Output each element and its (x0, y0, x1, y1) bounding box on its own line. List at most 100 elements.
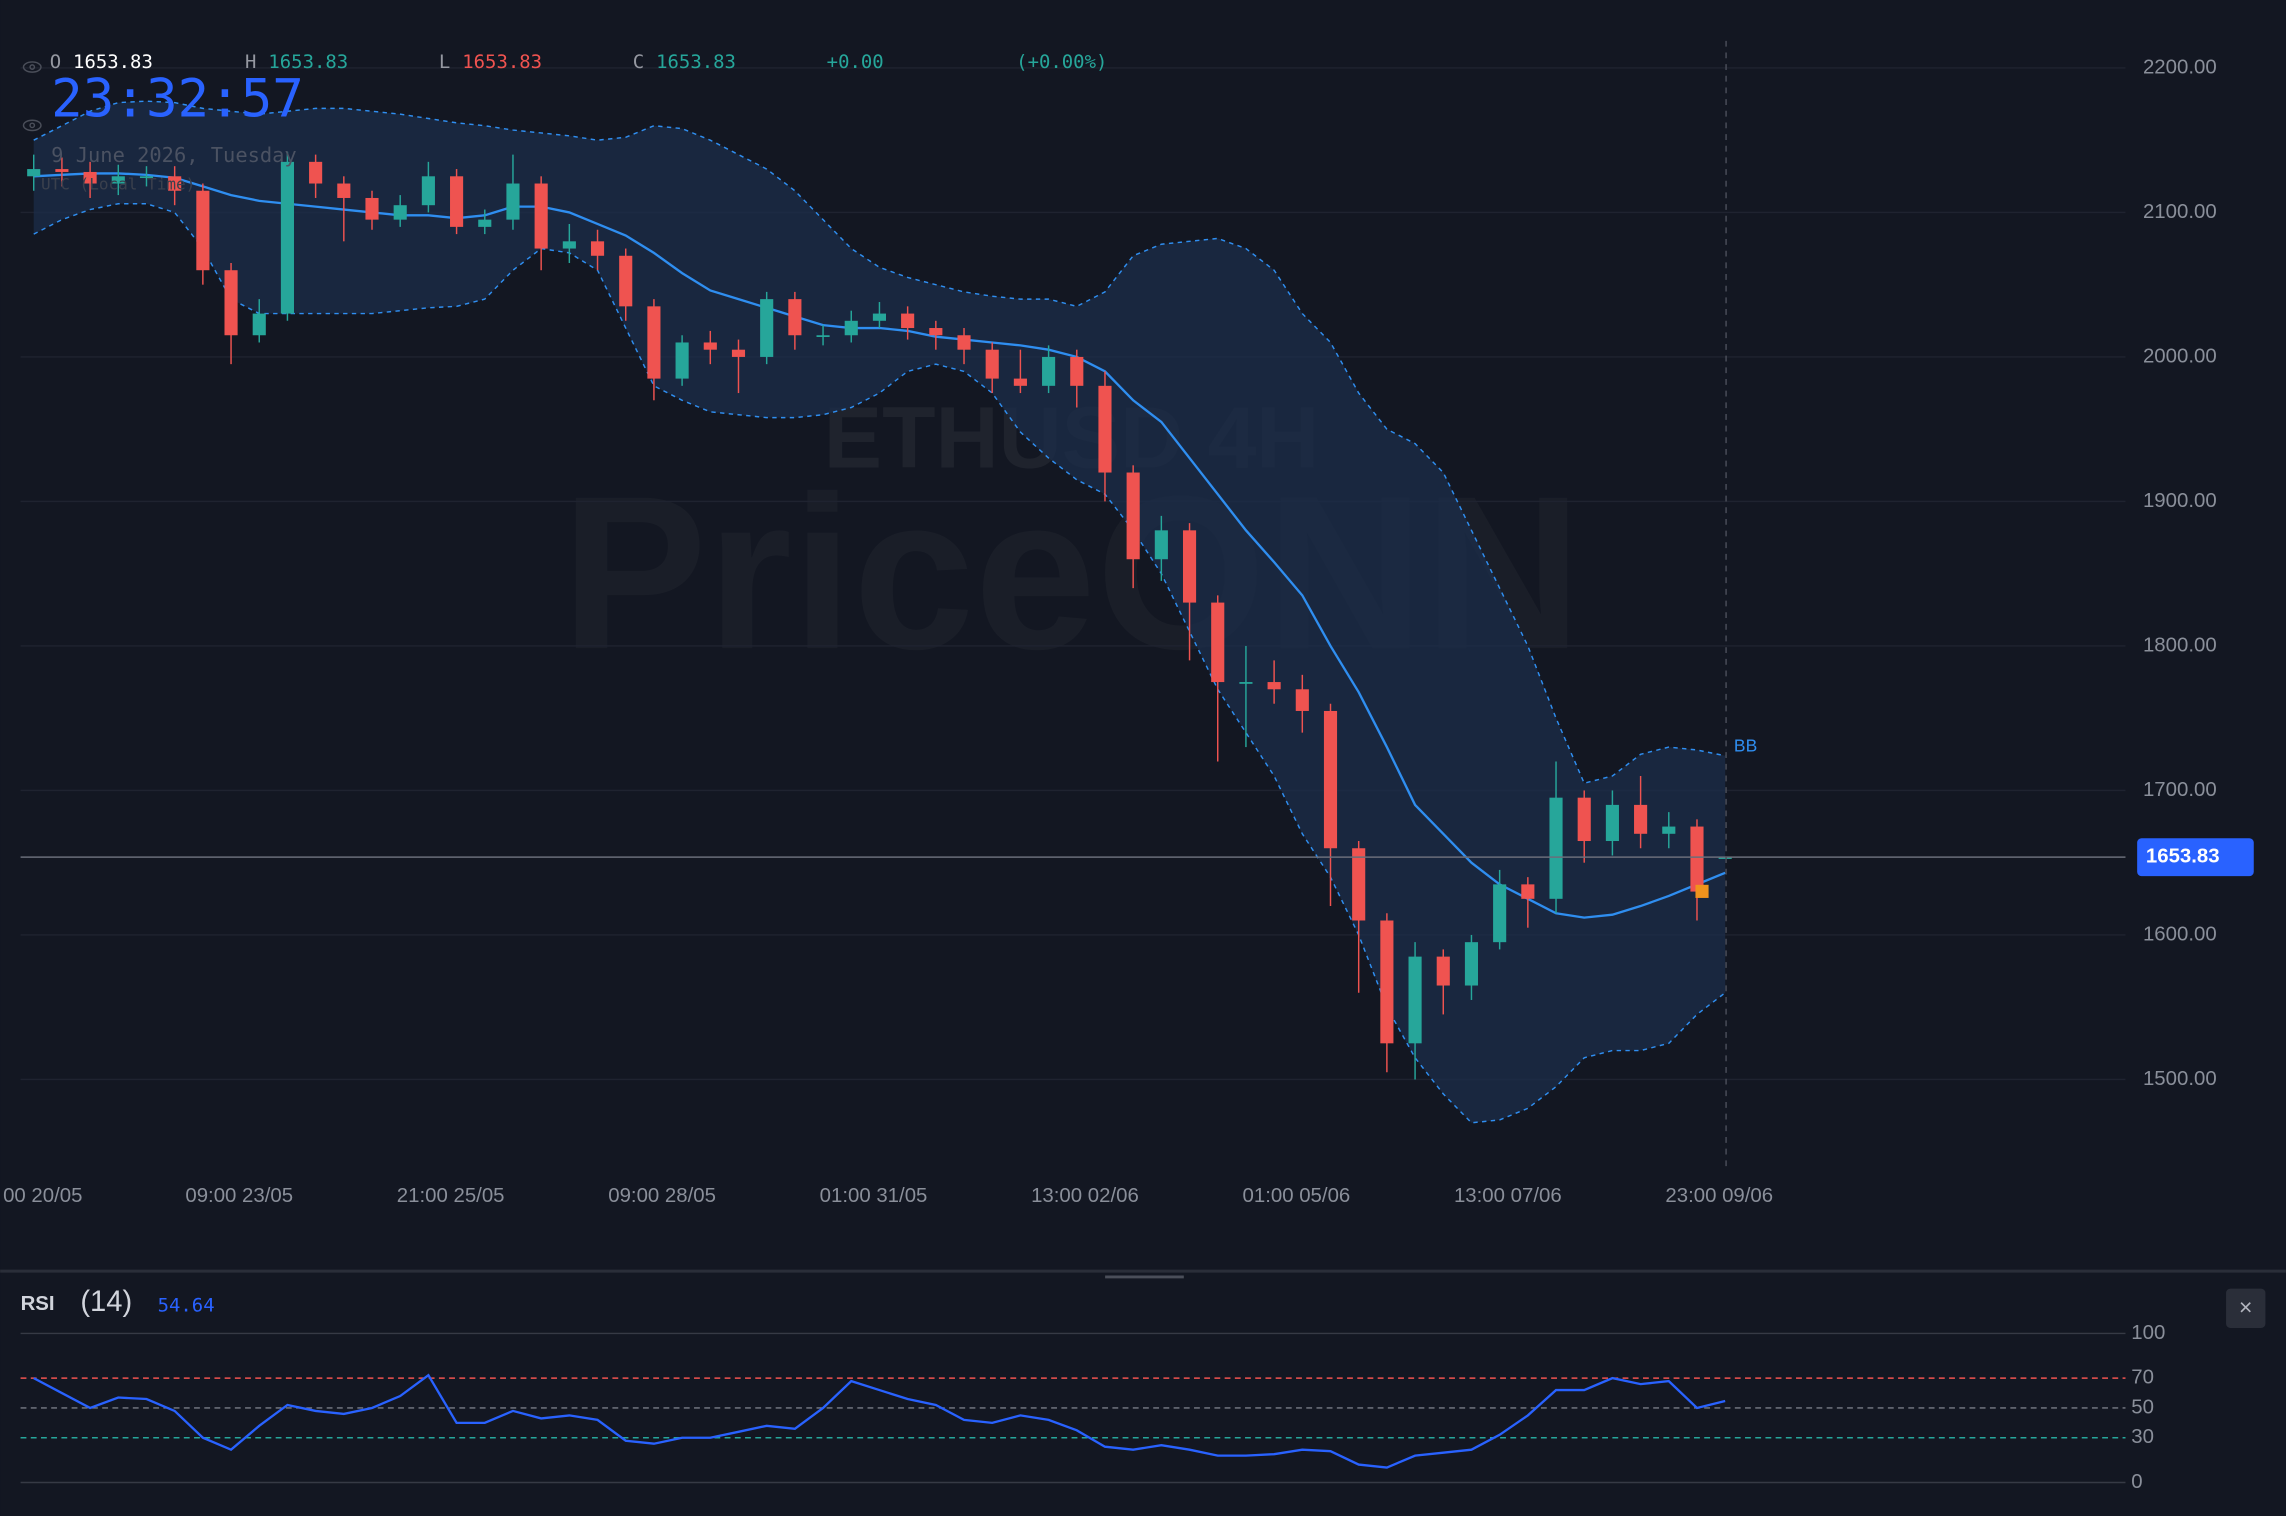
candle-body (280, 161, 294, 314)
candle-body (675, 342, 689, 379)
candle-body (1549, 797, 1563, 899)
candle-body (139, 176, 154, 179)
close-value: 1653.83 (656, 51, 736, 73)
candle-body (1718, 857, 1732, 859)
last-price-box (2137, 838, 2254, 877)
candle-body (168, 176, 182, 191)
high-label: H (245, 51, 256, 73)
date: 9 June 2026, Tuesday (51, 143, 297, 167)
close-label: C (633, 51, 644, 73)
candle-body (1577, 797, 1591, 842)
y-tick-label: 1700.00 (2143, 779, 2217, 801)
last-price-label: 1653.83 (2146, 846, 2220, 868)
y-tick-label: 30 (2131, 1426, 2154, 1448)
candle-body (703, 342, 717, 350)
rsi-title: RSI (21, 1293, 55, 1315)
x-tick-label: 13:00 02/06 (1031, 1185, 1139, 1207)
timezone: UTC (Local Time) (41, 175, 195, 194)
candle-body (1070, 356, 1084, 386)
candle-body (1436, 956, 1450, 986)
candle-body (309, 161, 323, 184)
candle-body (252, 313, 266, 336)
candle-body (337, 183, 351, 198)
candle-body (1690, 826, 1704, 892)
rsi-period: (14) (80, 1286, 132, 1318)
x-tick-label: 01:00 05/06 (1243, 1185, 1351, 1207)
candle-body (196, 190, 210, 271)
candle-body (393, 205, 407, 220)
candle-body (1634, 804, 1648, 834)
candle-body (1605, 804, 1619, 842)
high-value: 1653.83 (268, 51, 348, 73)
close-button-icon[interactable]: × (2239, 1294, 2253, 1320)
y-tick-label: 2000.00 (2143, 345, 2217, 367)
candle-body (1182, 530, 1197, 603)
candle-body (619, 255, 633, 307)
candle-body (1098, 385, 1112, 473)
candle-body (1493, 884, 1507, 943)
x-tick-label: 00 20/05 (3, 1185, 82, 1207)
candle-body (1521, 884, 1535, 899)
candle-body (957, 335, 971, 350)
close-button[interactable] (2226, 1288, 2266, 1328)
candle-body (872, 313, 887, 321)
candle-body (590, 241, 605, 256)
x-tick-label: 23:00 09/06 (1665, 1185, 1773, 1207)
candle-body (1295, 689, 1309, 711)
candle-body (788, 299, 802, 336)
marker (1695, 884, 1709, 898)
y-tick-label: 50 (2131, 1396, 2154, 1418)
y-tick-label: 1600.00 (2143, 923, 2217, 945)
candle-body (1323, 710, 1338, 849)
candle-body (760, 299, 774, 357)
band-upper (33, 100, 1726, 785)
y-tick-label: 100 (2131, 1322, 2165, 1344)
candle-body (1662, 826, 1676, 834)
candle-body (506, 183, 520, 220)
candle-body (224, 270, 238, 336)
y-tick-label: 1900.00 (2143, 490, 2217, 512)
candle-body (1352, 848, 1366, 921)
y-tick-label: 1800.00 (2143, 634, 2217, 656)
candle-body (1464, 942, 1479, 986)
low-label: L (439, 51, 450, 73)
candle-body (562, 241, 576, 249)
x-tick-label: 09:00 23/05 (185, 1185, 293, 1207)
candle-body (55, 169, 69, 172)
candle-body (478, 219, 492, 227)
low-value: 1653.83 (462, 51, 542, 73)
x-tick-label: 09:00 28/05 (608, 1185, 716, 1207)
rsi-line (33, 1373, 1726, 1469)
candle-body (1013, 378, 1027, 386)
candle-body (534, 183, 548, 249)
band-middle (33, 172, 1726, 919)
open-label: O (50, 51, 61, 73)
y-tick-label: 0 (2131, 1471, 2142, 1493)
candle-body (844, 320, 858, 336)
band-label: BB (1734, 736, 1757, 756)
candle-body (1154, 530, 1168, 560)
candle-body (901, 313, 915, 329)
candle-body (450, 176, 464, 227)
band-fill (33, 101, 1726, 1123)
change-percent: (+0.00%) (1016, 51, 1107, 73)
band-lower (33, 203, 1726, 1124)
x-tick-label: 01:00 31/05 (820, 1185, 928, 1207)
open-value: 1653.83 (73, 51, 153, 73)
candle-body (1239, 682, 1253, 684)
candle-body (365, 197, 379, 220)
y-tick-label: 70 (2131, 1367, 2154, 1389)
candle-body (421, 176, 435, 206)
change: +0.00 (827, 51, 884, 73)
x-tick-label: 21:00 25/05 (397, 1185, 505, 1207)
candle-body (1211, 602, 1225, 683)
candle-body (985, 349, 999, 379)
candle-body (731, 349, 746, 357)
candle-body (1380, 920, 1394, 1044)
x-tick-label: 13:00 07/06 (1454, 1185, 1562, 1207)
candle-body (647, 306, 661, 379)
y-tick-label: 2200.00 (2143, 56, 2217, 78)
ohlc-header: O 1653.83 H 1653.83 L 1653.83 C 1653.83 … (22, 51, 1107, 132)
